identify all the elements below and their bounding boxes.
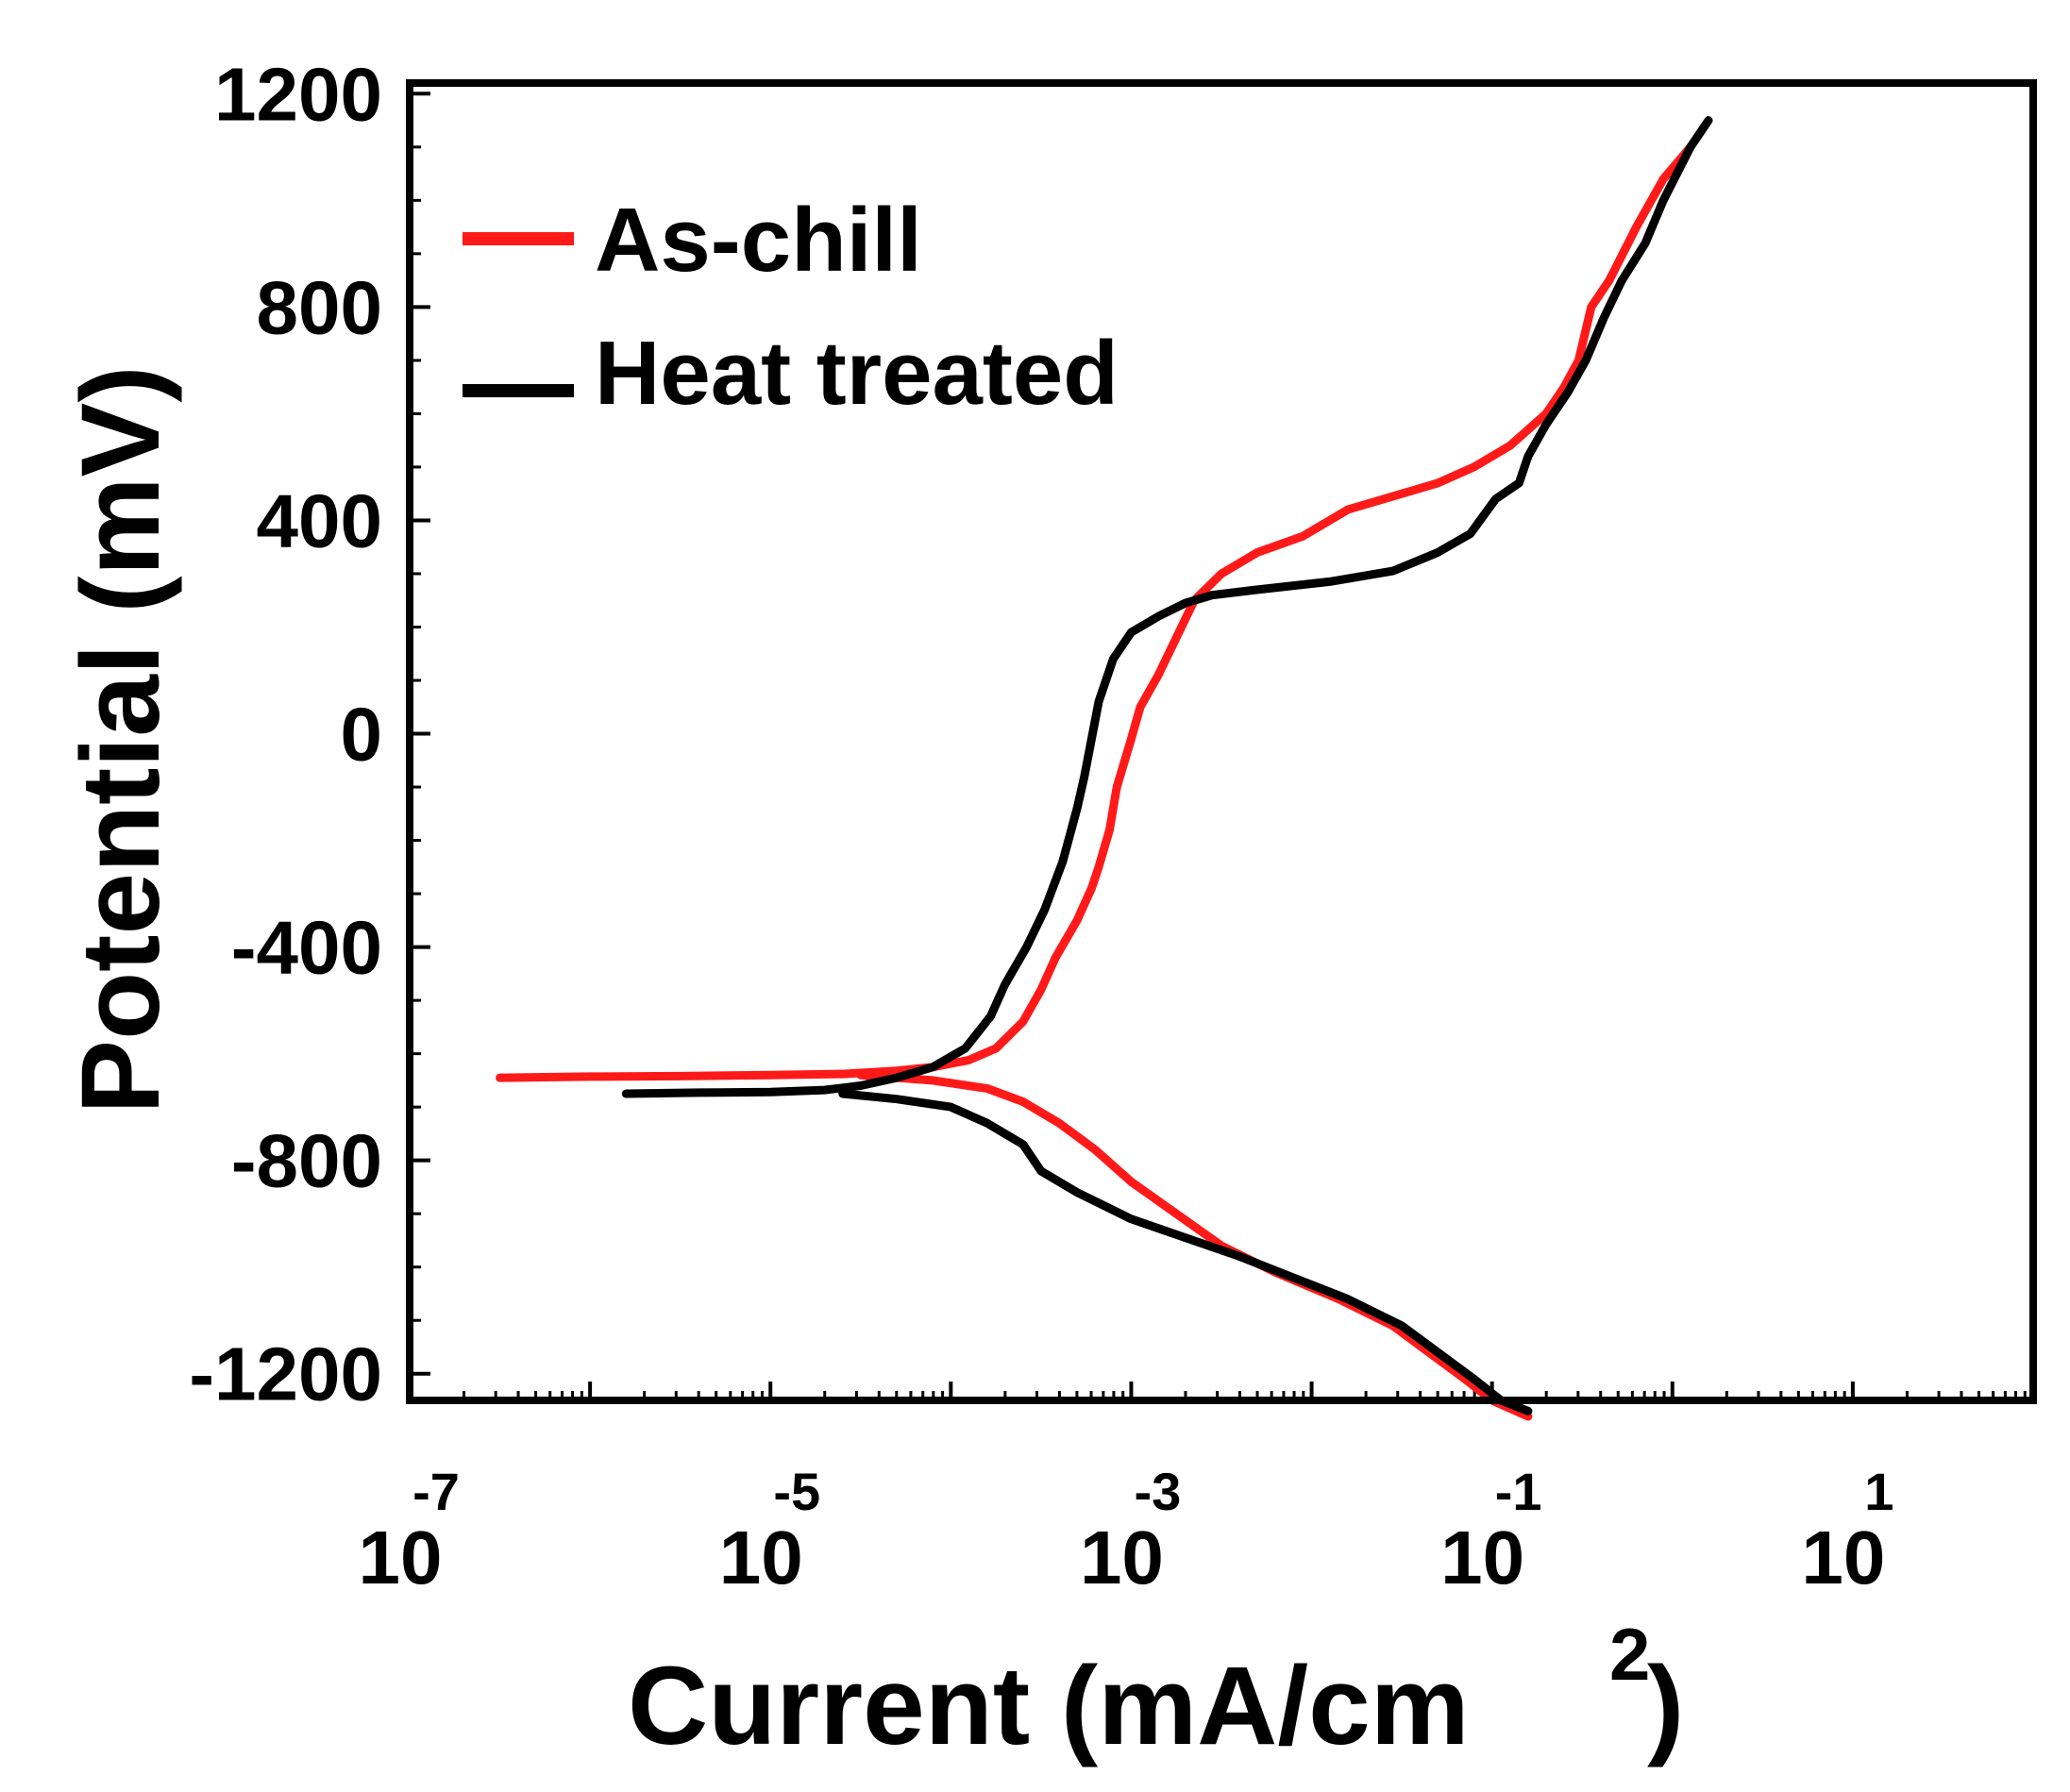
y-tick-label: 800 <box>257 265 382 349</box>
y-tick-labels: 1200 800 400 0 -400 -800 -1200 <box>189 52 382 1415</box>
x-tick-label-base: 10 <box>1801 1516 1885 1599</box>
x-axis-title-superscript: 2 <box>1609 1613 1650 1696</box>
legend: As-chill Heat treated <box>463 190 1119 424</box>
y-tick-label: -1200 <box>189 1332 382 1416</box>
plot-frame <box>406 79 2037 1404</box>
y-tick-label: 400 <box>257 478 382 562</box>
y-tick-label: 0 <box>341 693 383 777</box>
y-tick-label: -800 <box>231 1119 382 1203</box>
x-tick-label-base: 10 <box>1440 1516 1524 1599</box>
x-tick-label-exponent: -7 <box>412 1462 460 1521</box>
series-line-as-chill-cathodic <box>856 1070 1533 1421</box>
y-tick-label: -400 <box>231 906 382 990</box>
x-tick-label-exponent: -3 <box>1135 1462 1182 1521</box>
x-tick-label-exponent: 1 <box>1864 1462 1893 1521</box>
legend-label-as-chill: As-chill <box>595 190 922 291</box>
x-tick-label-exponent: -1 <box>1495 1462 1542 1521</box>
series-layer <box>496 116 1713 1421</box>
x-tick-label-base: 10 <box>359 1516 443 1599</box>
x-tick-label-base: 10 <box>719 1516 803 1599</box>
legend-label-heat-treated: Heat treated <box>595 323 1119 424</box>
x-axis-title: Current (mA/cm <box>628 1644 1470 1768</box>
series-line-heat-treated-cathodic <box>838 1089 1533 1415</box>
series-line-heat-treated-anodic <box>621 116 1713 1098</box>
x-axis-title-close: ) <box>1647 1644 1684 1768</box>
x-tick-label-base: 10 <box>1080 1516 1164 1599</box>
x-tick-label-exponent: -5 <box>773 1462 820 1521</box>
y-tick-label: 1200 <box>214 52 382 136</box>
y-axis-title: Potential (mV) <box>59 365 183 1114</box>
